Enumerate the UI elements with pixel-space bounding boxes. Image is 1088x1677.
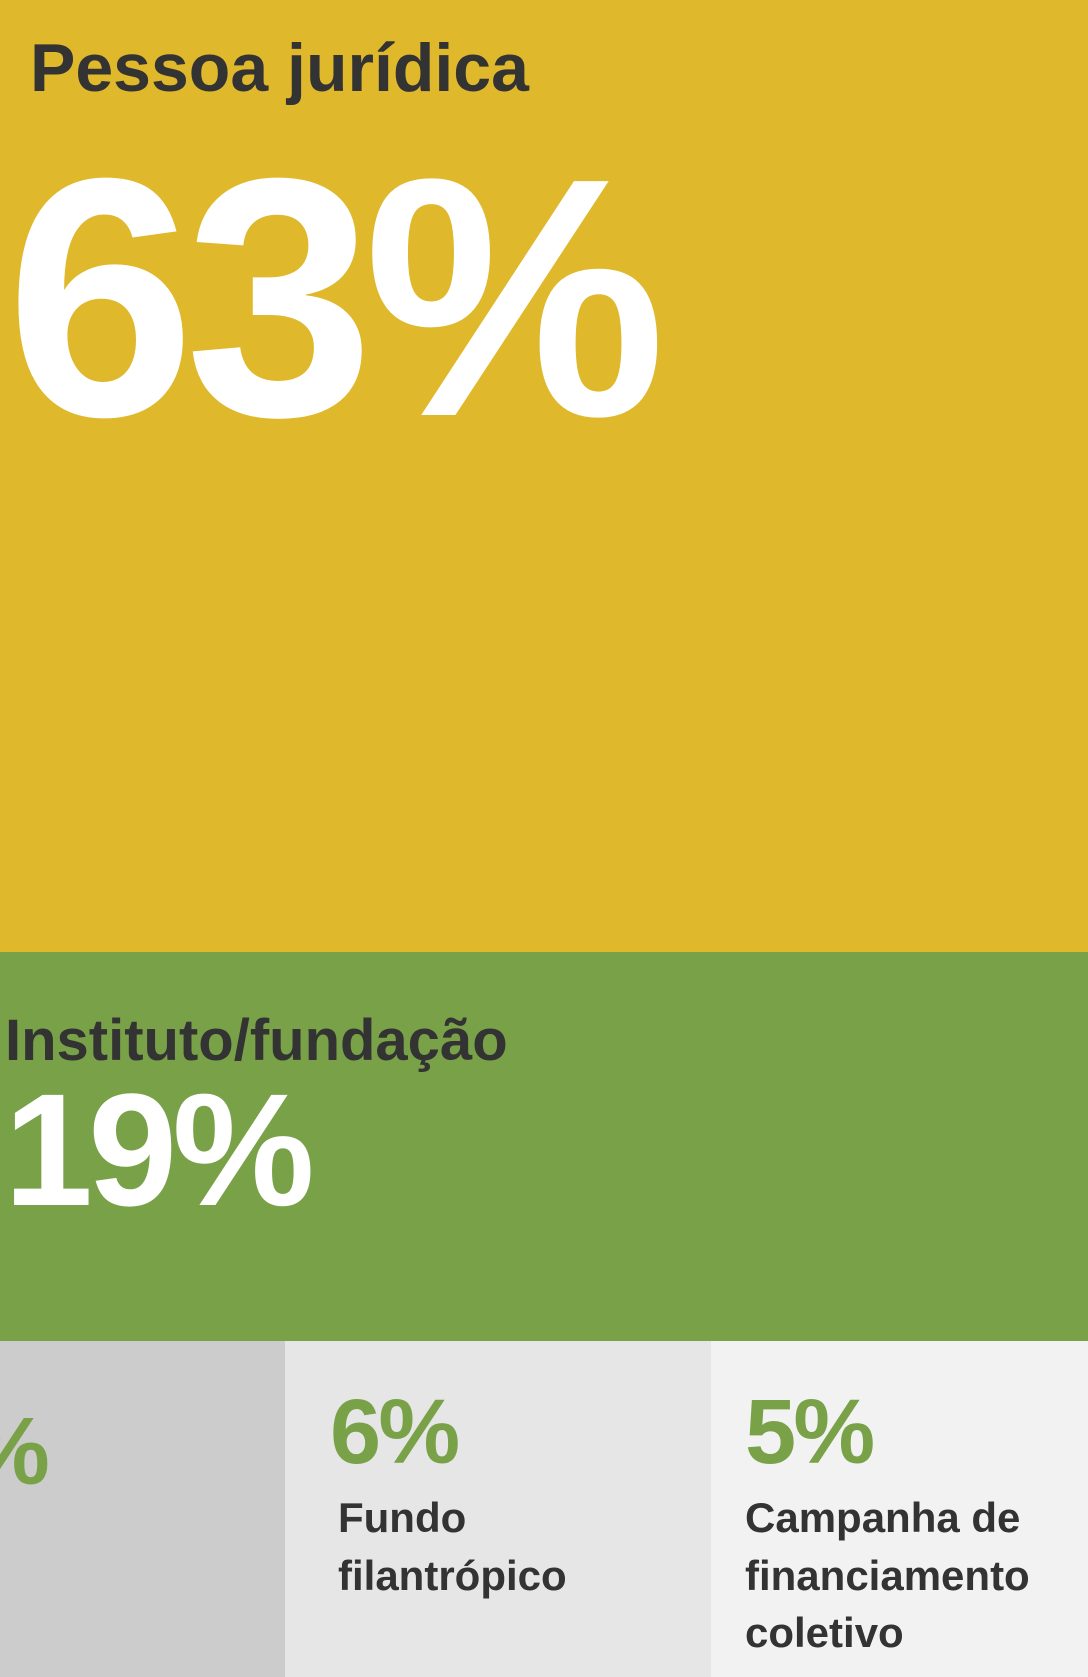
- tile: Pessoa jurídica 63%: [0, 0, 1088, 952]
- tile: Instituto/fundação 19%: [0, 952, 1088, 1341]
- value-label: 5%: [745, 1381, 875, 1483]
- value-label: 6%: [330, 1381, 460, 1483]
- category-label: Instituto/fundação: [5, 1008, 508, 1073]
- value-label: 7%: [0, 1404, 50, 1500]
- tile: Fundo filantrópico 6%: [285, 1341, 711, 1677]
- category-label: Pessoa jurídica: [30, 30, 529, 106]
- category-label: Campanha de financiamento coletivo: [745, 1494, 1030, 1657]
- tile: Campanha de financiamento coletivo 5%: [711, 1341, 1088, 1677]
- value-label: 63%: [6, 108, 666, 488]
- tile: 7%: [0, 1341, 285, 1677]
- category-label: Fundo filantrópico: [338, 1494, 567, 1599]
- value-label: 19%: [4, 1060, 315, 1239]
